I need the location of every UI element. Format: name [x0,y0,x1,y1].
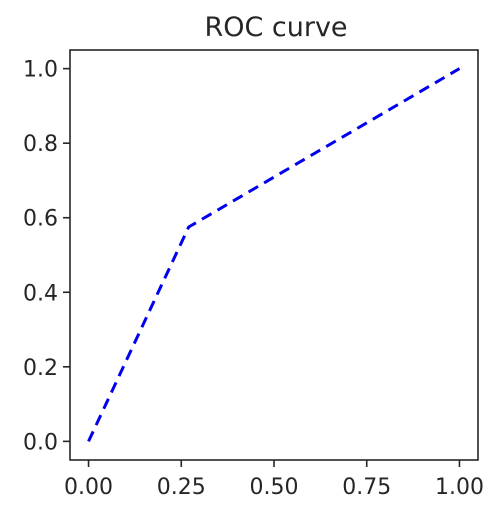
y-tick-label: 0.8 [23,132,58,157]
x-tick-label: 1.00 [435,475,484,500]
y-tick-label: 1.0 [23,58,58,83]
x-tick-label: 0.25 [157,475,206,500]
y-tick-label: 0.4 [23,281,58,306]
x-axis: 0.00 0.25 0.50 0.75 1.00 [64,460,484,500]
x-tick-label: 0.75 [342,475,391,500]
chart-title: ROC curve [204,12,347,43]
series-layer [87,67,461,443]
y-axis: 0.0 0.2 0.4 0.6 0.8 1.0 [23,58,70,455]
roc-curve-line [87,67,461,443]
x-tick-label: 0.50 [250,475,299,500]
x-tick-label: 0.00 [64,475,113,500]
y-tick-label: 0.2 [23,356,58,381]
y-tick-label: 0.6 [23,207,58,232]
plot-area-frame [69,49,479,461]
y-tick-label: 0.0 [23,430,58,455]
